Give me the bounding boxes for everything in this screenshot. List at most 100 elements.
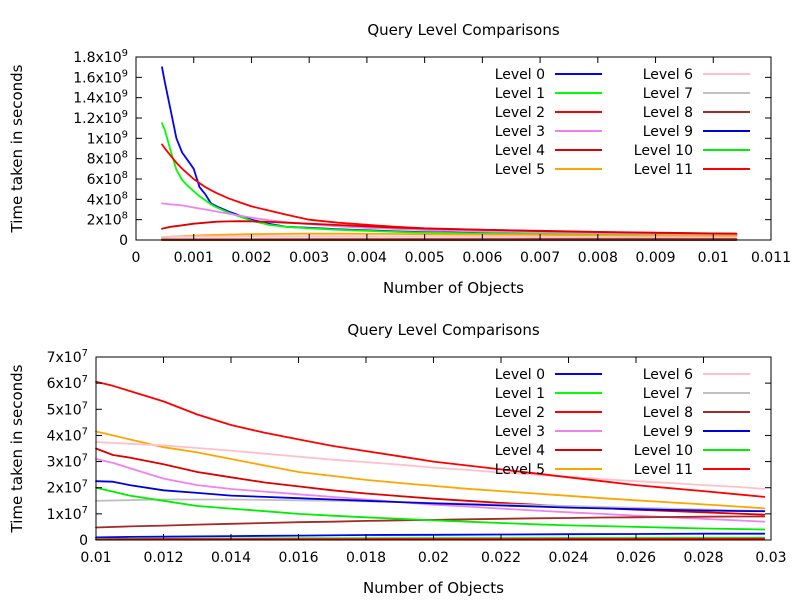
- legend-label: Level 8: [643, 105, 693, 121]
- series-line-level-0: [95, 532, 766, 539]
- legend-label: Level 4: [495, 443, 545, 459]
- chart-title: Query Level Comparisons: [367, 21, 560, 39]
- y-axis-label: Time taken in seconds: [8, 64, 26, 233]
- y-tick-base: 1x10: [87, 131, 122, 147]
- y-tick-exponent: 9: [122, 89, 128, 100]
- series-line-level-6: [161, 235, 738, 239]
- x-tick-label: 0.012: [143, 550, 183, 566]
- x-tick-label: 0.001: [174, 250, 214, 266]
- series-line-level-5: [161, 232, 738, 239]
- x-tick-label: 0.028: [683, 550, 723, 566]
- bottom-chart: Query Level Comparisons Number of Objects…: [8, 321, 787, 597]
- y-tick-label: 3x107: [47, 453, 88, 471]
- y-tick-base: 0: [79, 533, 88, 549]
- y-tick-base: 1x10: [47, 507, 82, 523]
- y-tick-label: 5x107: [47, 400, 88, 418]
- series-line-level-5: [95, 430, 766, 510]
- legend-label: Level 11: [634, 162, 693, 178]
- plot-frame: [135, 56, 772, 241]
- y-tick-exponent: 7: [82, 400, 88, 411]
- chart-title: Query Level Comparisons: [347, 321, 540, 339]
- y-tick-label: 4x107: [47, 426, 88, 444]
- y-tick-base: 1.2x10: [73, 111, 121, 127]
- x-tick-label: 0.006: [462, 250, 502, 266]
- y-axis-label: Time taken in seconds: [8, 364, 26, 533]
- series-line-level-11: [95, 380, 766, 498]
- legend-label: Level 2: [495, 405, 545, 421]
- x-axis-label: Number of Objects: [383, 279, 524, 297]
- x-tick-label: 0.009: [635, 250, 675, 266]
- x-axis-label: Number of Objects: [363, 579, 504, 597]
- legend-label: Level 5: [495, 462, 545, 478]
- y-tick-exponent: 8: [122, 170, 128, 181]
- y-tick-exponent: 7: [82, 374, 88, 385]
- y-tick-base: 2x10: [47, 481, 82, 497]
- legend-label: Level 11: [634, 462, 693, 478]
- legend-label: Level 2: [495, 105, 545, 121]
- legend-label: Level 4: [495, 143, 545, 159]
- x-tick-label: 0.003: [289, 250, 329, 266]
- x-tick-label: 0.008: [578, 250, 618, 266]
- x-tick-label: 0: [132, 250, 141, 266]
- x-tick-label: 0.016: [278, 550, 318, 566]
- legend-label: Level 3: [495, 424, 545, 440]
- y-tick-base: 0: [119, 233, 128, 249]
- x-tick-label: 0.01: [80, 550, 111, 566]
- y-tick-base: 6x10: [87, 172, 122, 188]
- y-tick-label: 2x108: [87, 211, 128, 229]
- legend-label: Level 9: [643, 124, 693, 140]
- y-tick-label: 1.6x109: [73, 68, 128, 86]
- legend-label: Level 7: [643, 386, 693, 402]
- y-tick-base: 1.6x10: [73, 70, 121, 86]
- y-tick-label: 1.4x109: [73, 89, 128, 107]
- y-tick-label: 0: [119, 233, 128, 249]
- legend-label: Level 6: [643, 67, 693, 83]
- y-tick-exponent: 7: [82, 453, 88, 464]
- y-tick-exponent: 7: [82, 348, 88, 359]
- y-tick-exponent: 9: [122, 68, 128, 79]
- y-tick-base: 2x10: [87, 213, 122, 229]
- legend-label: Level 5: [495, 162, 545, 178]
- y-tick-base: 4x10: [47, 428, 82, 444]
- x-tick-label: 0.014: [211, 550, 251, 566]
- series-line-level-6: [95, 441, 766, 490]
- legend-label: Level 8: [643, 405, 693, 421]
- y-tick-base: 7x10: [47, 350, 82, 366]
- legend-label: Level 1: [495, 86, 545, 102]
- y-tick-base: 3x10: [47, 455, 82, 471]
- y-tick-base: 1.8x10: [73, 50, 121, 66]
- y-tick-exponent: 8: [122, 150, 128, 161]
- top-chart: Query Level Comparisons Number of Objects…: [8, 21, 791, 297]
- legend-label: Level 0: [495, 367, 545, 383]
- y-tick-label: 2x107: [47, 479, 88, 497]
- legend-label: Level 7: [643, 86, 693, 102]
- x-tick-label: 0.011: [751, 250, 791, 266]
- x-tick-label: 0.004: [347, 250, 387, 266]
- x-tick-label: 0.018: [346, 550, 386, 566]
- x-tick-label: 0.024: [548, 550, 588, 566]
- legend-label: Level 3: [495, 124, 545, 140]
- y-tick-exponent: 7: [82, 426, 88, 437]
- y-tick-label: 4x108: [87, 190, 128, 208]
- y-tick-label: 8x108: [87, 150, 128, 168]
- legend-label: Level 10: [634, 443, 693, 459]
- y-tick-base: 5x10: [47, 402, 82, 418]
- y-tick-label: 0: [79, 533, 88, 549]
- legend-label: Level 0: [495, 67, 545, 83]
- x-tick-label: 0.03: [755, 550, 786, 566]
- y-tick-base: 4x10: [87, 192, 122, 208]
- y-tick-exponent: 9: [122, 48, 128, 59]
- legend-label: Level 1: [495, 386, 545, 402]
- y-tick-label: 1x109: [87, 129, 128, 147]
- x-tick-label: 0.007: [520, 250, 560, 266]
- x-tick-label: 0.01: [698, 250, 729, 266]
- legend-label: Level 10: [634, 143, 693, 159]
- y-tick-exponent: 7: [82, 479, 88, 490]
- series-line-level-10: [95, 486, 766, 531]
- y-tick-base: 6x10: [47, 376, 82, 392]
- y-tick-label: 7x107: [47, 348, 88, 366]
- y-tick-label: 1.8x109: [73, 48, 128, 66]
- y-tick-base: 8x10: [87, 152, 122, 168]
- legend-label: Level 6: [643, 367, 693, 383]
